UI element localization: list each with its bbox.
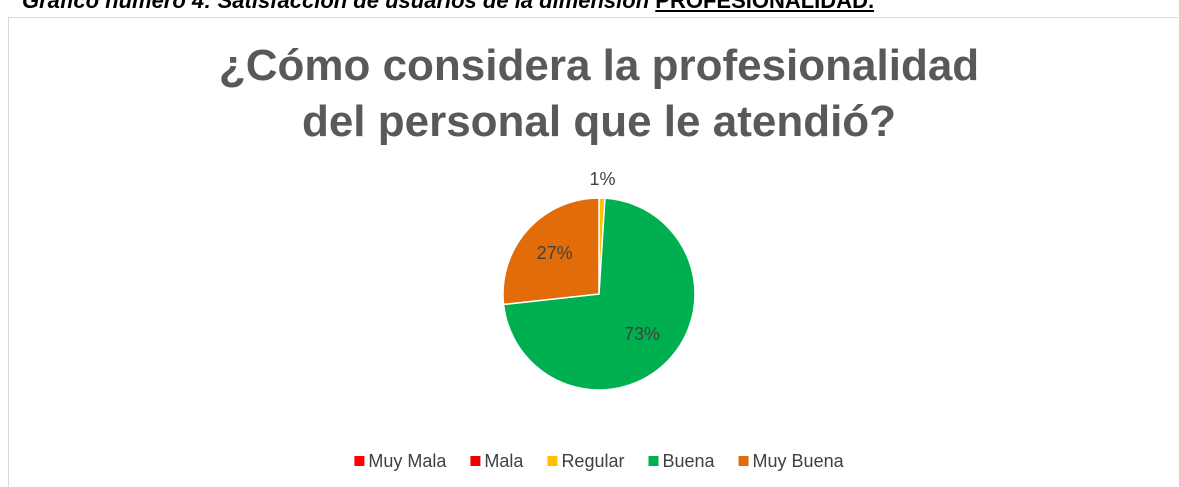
legend-label: Muy Mala: [368, 451, 447, 471]
data-label: 73%: [624, 324, 660, 344]
data-label: 1%: [590, 169, 616, 189]
data-label: 27%: [537, 243, 573, 263]
chart-frame: [8, 17, 1178, 487]
legend-swatch: [547, 456, 558, 466]
legend-swatch: [470, 456, 481, 466]
legend-label: Mala: [484, 451, 524, 471]
legend-label: Muy Buena: [753, 451, 845, 471]
chart-title: ¿Cómo considera la profesionalidad del p…: [218, 41, 980, 146]
caption-emphasis: PROFESIONALIDAD.: [655, 0, 875, 13]
legend-swatch: [738, 456, 749, 466]
caption-text: Gráfico número 4: Satisfacción de usuari…: [22, 0, 656, 13]
legend-label: Buena: [662, 451, 715, 471]
legend-swatch: [648, 456, 659, 466]
pie-slice: [502, 197, 600, 306]
caption: Gráfico número 4: Satisfacción de usuari…: [22, 0, 874, 14]
legend-label: Regular: [561, 451, 624, 471]
legend-swatch: [354, 456, 365, 466]
